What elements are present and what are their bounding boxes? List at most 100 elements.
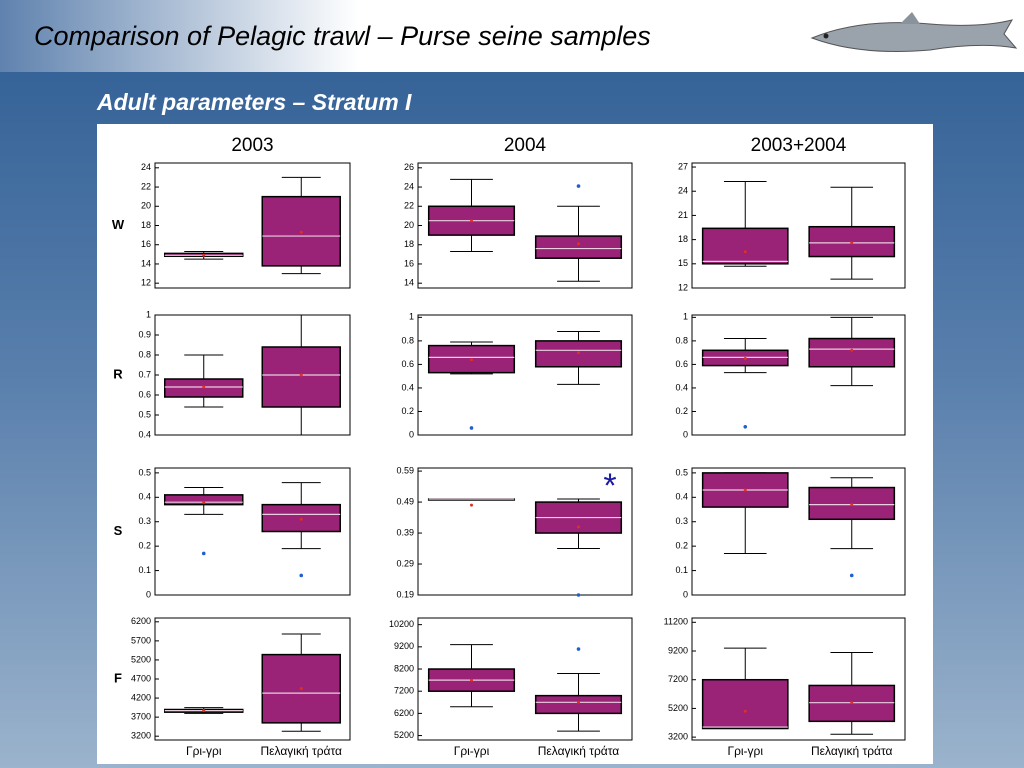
mean bbox=[299, 687, 303, 691]
row-label: R bbox=[113, 366, 123, 381]
mean bbox=[850, 348, 854, 352]
y-tick-label: 16 bbox=[141, 239, 151, 249]
mean bbox=[743, 709, 747, 713]
y-tick-label: 5200 bbox=[668, 703, 688, 713]
outlier bbox=[576, 593, 581, 597]
y-tick-label: 6200 bbox=[394, 708, 414, 718]
y-tick-label: 0.19 bbox=[396, 589, 414, 599]
mean bbox=[743, 488, 747, 492]
y-tick-label: 0.8 bbox=[401, 335, 414, 345]
y-tick-label: 14 bbox=[404, 278, 414, 288]
row-label: F bbox=[114, 670, 122, 685]
outlier bbox=[299, 573, 304, 578]
y-tick-label: 18 bbox=[141, 220, 151, 230]
plot-frame bbox=[154, 467, 351, 596]
y-tick-label: 0.4 bbox=[675, 492, 688, 502]
y-tick-label: 20 bbox=[141, 201, 151, 211]
y-tick-label: 3200 bbox=[131, 731, 151, 741]
y-tick-label: 0.1 bbox=[675, 565, 688, 575]
box bbox=[261, 346, 341, 408]
mean bbox=[470, 503, 473, 507]
y-tick-label: 5700 bbox=[131, 635, 151, 645]
plot-frame bbox=[417, 617, 633, 741]
outlier bbox=[469, 426, 474, 430]
box bbox=[808, 337, 896, 368]
y-tick-label: 18 bbox=[404, 239, 414, 249]
y-tick-label: 5200 bbox=[394, 730, 414, 740]
y-tick-label: 0.6 bbox=[138, 389, 151, 399]
mean bbox=[470, 678, 473, 682]
mean bbox=[850, 701, 854, 705]
y-tick-label: 1 bbox=[409, 312, 414, 322]
box bbox=[701, 227, 789, 265]
column-title: 2003+2004 bbox=[751, 135, 847, 156]
slide-subtitle: Adult parameters – Stratum I bbox=[96, 89, 412, 115]
y-tick-label: 12 bbox=[141, 278, 151, 288]
y-tick-label: 7200 bbox=[668, 674, 688, 684]
y-tick-label: 0.49 bbox=[396, 496, 414, 506]
mean bbox=[202, 253, 206, 257]
y-tick-label: 0.59 bbox=[396, 465, 414, 475]
mean bbox=[577, 700, 580, 704]
y-tick-label: 0.7 bbox=[138, 369, 151, 379]
y-tick-label: 22 bbox=[141, 181, 151, 191]
y-tick-label: 14 bbox=[141, 258, 151, 268]
x-tick-label: Πελαγική τράτα bbox=[538, 744, 620, 758]
y-tick-label: 21 bbox=[678, 210, 688, 220]
y-tick-label: 0.4 bbox=[138, 429, 151, 439]
y-tick-label: 5200 bbox=[131, 654, 151, 664]
y-tick-label: 27 bbox=[678, 161, 688, 171]
y-tick-label: 0.4 bbox=[138, 492, 151, 502]
y-tick-label: 0.2 bbox=[138, 541, 151, 551]
y-tick-label: 0.1 bbox=[138, 565, 151, 575]
y-tick-label: 0.39 bbox=[396, 527, 414, 537]
y-tick-label: 0.6 bbox=[401, 359, 414, 369]
y-tick-label: 9200 bbox=[394, 641, 414, 651]
mean bbox=[743, 250, 747, 254]
y-tick-label: 0.4 bbox=[401, 382, 414, 392]
mean bbox=[470, 219, 473, 223]
y-tick-label: 1 bbox=[146, 309, 151, 319]
y-tick-label: 0.6 bbox=[675, 359, 688, 369]
outlier bbox=[201, 551, 206, 556]
y-tick-label: 4700 bbox=[131, 673, 151, 683]
column-title: 2003 bbox=[231, 135, 273, 156]
column-title: 2004 bbox=[504, 135, 547, 156]
row-label: W bbox=[112, 217, 125, 232]
y-tick-label: 0 bbox=[683, 589, 688, 599]
y-tick-label: 0.2 bbox=[401, 406, 414, 416]
mean bbox=[202, 385, 206, 389]
fish-icon bbox=[810, 12, 1018, 52]
slide-title: Comparison of Pelagic trawl – Purse sein… bbox=[34, 21, 651, 51]
plot-frame bbox=[691, 314, 906, 436]
y-tick-label: 0.3 bbox=[138, 516, 151, 526]
mean bbox=[850, 503, 854, 507]
mean bbox=[850, 241, 854, 245]
box bbox=[701, 678, 789, 730]
box bbox=[164, 494, 244, 506]
mean bbox=[577, 525, 580, 529]
mean bbox=[743, 357, 747, 361]
y-tick-label: 0.8 bbox=[675, 335, 688, 345]
y-tick-label: 0.9 bbox=[138, 329, 151, 339]
box bbox=[534, 694, 623, 715]
outlier bbox=[576, 647, 581, 651]
y-tick-label: 0.5 bbox=[675, 467, 688, 477]
y-tick-label: 26 bbox=[404, 162, 414, 172]
y-tick-label: 0.5 bbox=[138, 409, 151, 419]
y-tick-label: 11200 bbox=[664, 617, 688, 627]
y-tick-label: 0.2 bbox=[675, 406, 688, 416]
y-tick-label: 24 bbox=[678, 186, 688, 196]
x-tick-label: Γρι-γρι bbox=[727, 744, 763, 758]
y-tick-label: 0.4 bbox=[675, 382, 688, 392]
mean bbox=[577, 351, 580, 355]
row-label: S bbox=[114, 523, 123, 538]
y-tick-label: 18 bbox=[678, 234, 688, 244]
mean bbox=[299, 373, 303, 377]
x-tick-label: Γρι-γρι bbox=[186, 744, 222, 758]
y-tick-label: 0 bbox=[146, 589, 151, 599]
y-tick-label: 0.29 bbox=[396, 558, 414, 568]
outlier bbox=[576, 184, 581, 188]
mean bbox=[299, 517, 303, 521]
